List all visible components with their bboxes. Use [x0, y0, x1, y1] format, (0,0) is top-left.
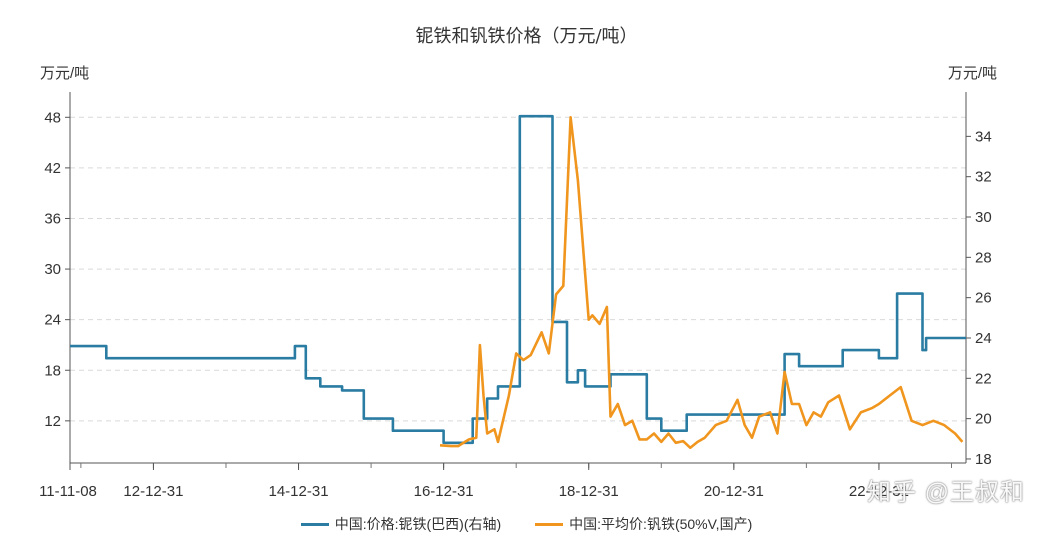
left-tick-label: 42 [44, 160, 61, 177]
x-tick-label: 20-12-31 [704, 483, 764, 500]
right-axis-unit: 万元/吨 [947, 65, 997, 82]
x-tick-label: 11-11-08 [39, 483, 97, 500]
right-tick-label: 26 [975, 290, 992, 307]
legend-swatch-vanadium [535, 522, 564, 526]
x-tick-label: 18-12-31 [559, 483, 619, 500]
legend-swatch-niobium [300, 522, 329, 526]
legend-label-vanadium: 中国:平均价:钒铁(50%V,国产) [569, 516, 753, 532]
left-tick-label: 30 [44, 261, 61, 278]
left-axis-ticks: 12 18 24 30 36 42 48 [44, 109, 70, 430]
x-axis-ticks: 11-11-08 12-12-31 14-12-31 16-12-31 18-12-31… [39, 463, 952, 500]
left-tick-label: 48 [44, 109, 61, 126]
x-tick-label: 12-12-31 [123, 483, 183, 500]
gridlines [70, 116, 966, 422]
right-tick-label: 18 [975, 451, 992, 468]
chart-title: 铌铁和钒铁价格（万元/吨） [415, 26, 638, 47]
legend-item-niobium: 中国:价格:铌铁(巴西)(右轴) [300, 514, 502, 534]
left-tick-label: 36 [44, 210, 61, 227]
right-axis-ticks: 18 20 22 24 26 28 30 32 34 [966, 128, 992, 468]
x-tick-label: 14-12-31 [269, 483, 329, 500]
right-tick-label: 28 [975, 249, 992, 266]
series-niobium-line [70, 114, 966, 445]
left-tick-label: 12 [44, 413, 61, 430]
left-tick-label: 18 [44, 362, 61, 379]
left-axis-unit: 万元/吨 [40, 65, 90, 82]
legend: 中国:价格:铌铁(巴西)(右轴) 中国:平均价:钒铁(50%V,国产) [0, 514, 1053, 534]
left-tick-label: 24 [44, 312, 61, 329]
x-tick-label: 16-12-31 [414, 483, 474, 500]
right-tick-label: 22 [975, 370, 992, 387]
x-tick-label: 22-12-31 [849, 483, 909, 500]
watermark: 知乎 @王叔和 [866, 479, 1025, 506]
right-tick-label: 32 [975, 169, 992, 186]
right-tick-label: 24 [975, 330, 992, 347]
series-vanadium-line [439, 116, 964, 450]
axes [69, 92, 967, 464]
legend-item-vanadium: 中国:平均价:钒铁(50%V,国产) [535, 514, 752, 534]
legend-label-niobium: 中国:价格:铌铁(巴西)(右轴) [334, 516, 502, 532]
right-tick-label: 30 [975, 209, 992, 226]
right-tick-label: 34 [975, 128, 992, 145]
series-lines [70, 114, 966, 450]
right-tick-label: 20 [975, 411, 992, 428]
